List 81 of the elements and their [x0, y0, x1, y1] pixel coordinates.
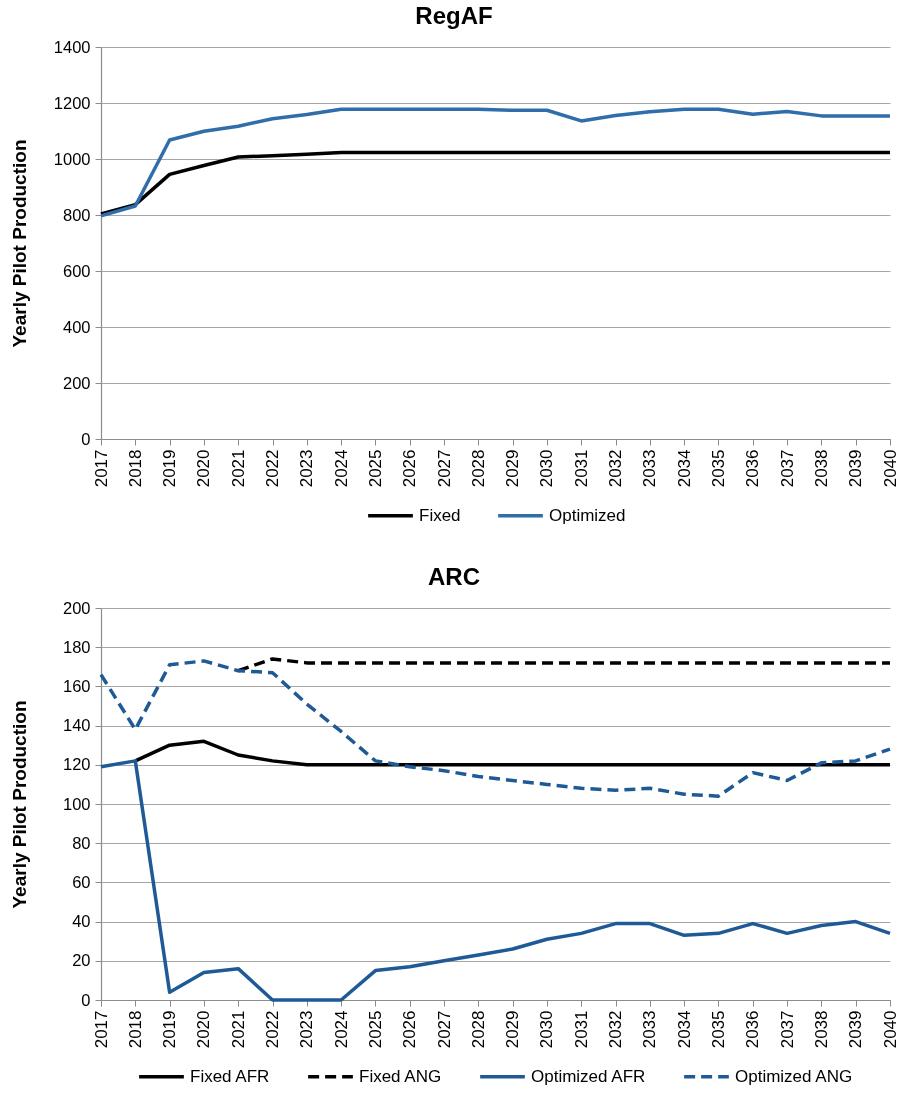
x-tick-label: 2032 [606, 449, 626, 488]
x-tick-label: 2034 [674, 1010, 694, 1049]
y-tick-label: 1000 [53, 149, 91, 168]
line-series [99, 150, 892, 216]
x-tick-label: 2028 [468, 1010, 488, 1049]
x-tick-label: 2031 [571, 449, 591, 488]
y-tick-label: 800 [62, 205, 91, 224]
legend-label: Fixed AFR [190, 1066, 270, 1086]
y-axis-title: Yearly Pilot Production [8, 700, 30, 909]
x-tick-label: 2031 [571, 1010, 591, 1049]
y-tick-label: 100 [62, 794, 91, 813]
x-tick-label: 2025 [365, 1010, 385, 1049]
x-tick-label: 2021 [228, 1010, 248, 1049]
y-tick-label: 20 [72, 951, 91, 970]
x-tick-label: 2022 [263, 449, 283, 488]
x-tick-label: 2021 [228, 449, 248, 488]
x-tick-label: 2023 [297, 1010, 317, 1049]
x-tick-label: 2018 [125, 449, 145, 488]
x-tick-label: 2027 [434, 1010, 454, 1049]
x-tick-label: 2036 [743, 1010, 763, 1049]
line-series [133, 739, 892, 767]
legend-label: Fixed [419, 505, 461, 525]
y-tick-label: 80 [72, 833, 91, 852]
y-tick-label: 40 [72, 912, 91, 931]
x-tick-label: 2040 [880, 1010, 899, 1049]
x-tick-label: 2028 [468, 449, 488, 488]
y-tick-label: 180 [62, 637, 91, 656]
x-tick-label: 2020 [194, 1010, 214, 1049]
legend-label: Fixed ANG [359, 1066, 442, 1086]
x-tick-label: 2034 [674, 449, 694, 488]
x-tick-label: 2037 [777, 1010, 797, 1049]
y-tick-label: 160 [62, 676, 91, 695]
x-tick-label: 2029 [503, 1010, 523, 1049]
x-tick-label: 2018 [125, 1010, 145, 1049]
y-tick-label: 140 [62, 716, 91, 735]
x-tick-label: 2030 [537, 1010, 557, 1049]
x-tick-label: 2038 [811, 449, 831, 488]
line-series [99, 659, 892, 798]
y-tick-label: 400 [62, 317, 91, 336]
x-tick-label: 2027 [434, 449, 454, 488]
x-tick-label: 2022 [263, 1010, 283, 1049]
x-tick-label: 2035 [708, 1010, 728, 1049]
legend-label: Optimized ANG [735, 1066, 853, 1086]
y-tick-label: 60 [72, 872, 91, 891]
chart-title: RegAF [415, 2, 493, 29]
y-tick-label: 1200 [53, 93, 91, 112]
x-tick-label: 2019 [160, 449, 180, 488]
y-tick-label: 200 [62, 598, 91, 617]
x-tick-label: 2026 [400, 1010, 420, 1049]
y-tick-label: 0 [81, 429, 91, 448]
x-tick-label: 2024 [331, 449, 351, 488]
x-tick-label: 2025 [365, 449, 385, 488]
x-tick-label: 2039 [846, 449, 866, 488]
x-tick-label: 2026 [400, 449, 420, 488]
x-tick-label: 2033 [640, 1010, 660, 1049]
x-tick-label: 2017 [91, 449, 111, 488]
x-tick-label: 2038 [811, 1010, 831, 1049]
y-axis-title: Yearly Pilot Production [8, 139, 30, 348]
line-series [99, 107, 892, 218]
chart-title: ARC [428, 563, 480, 590]
y-tick-label: 0 [81, 990, 91, 1009]
x-tick-label: 2019 [160, 1010, 180, 1049]
y-tick-label: 600 [62, 261, 91, 280]
y-tick-label: 120 [62, 755, 91, 774]
x-tick-label: 2033 [640, 449, 660, 488]
x-tick-label: 2035 [708, 449, 728, 488]
x-tick-label: 2024 [331, 1010, 351, 1049]
y-tick-label: 1400 [53, 37, 91, 56]
x-tick-label: 2032 [606, 1010, 626, 1049]
legend-label: Optimized AFR [531, 1066, 646, 1086]
legend-label: Optimized [549, 505, 626, 525]
y-tick-label: 200 [62, 373, 91, 392]
x-tick-label: 2029 [503, 449, 523, 488]
x-tick-label: 2039 [846, 1010, 866, 1049]
x-tick-label: 2036 [743, 449, 763, 488]
x-tick-label: 2040 [880, 449, 899, 488]
x-tick-label: 2037 [777, 449, 797, 488]
x-tick-label: 2030 [537, 449, 557, 488]
x-tick-label: 2023 [297, 449, 317, 488]
x-tick-label: 2017 [91, 1010, 111, 1049]
x-tick-label: 2020 [194, 449, 214, 488]
